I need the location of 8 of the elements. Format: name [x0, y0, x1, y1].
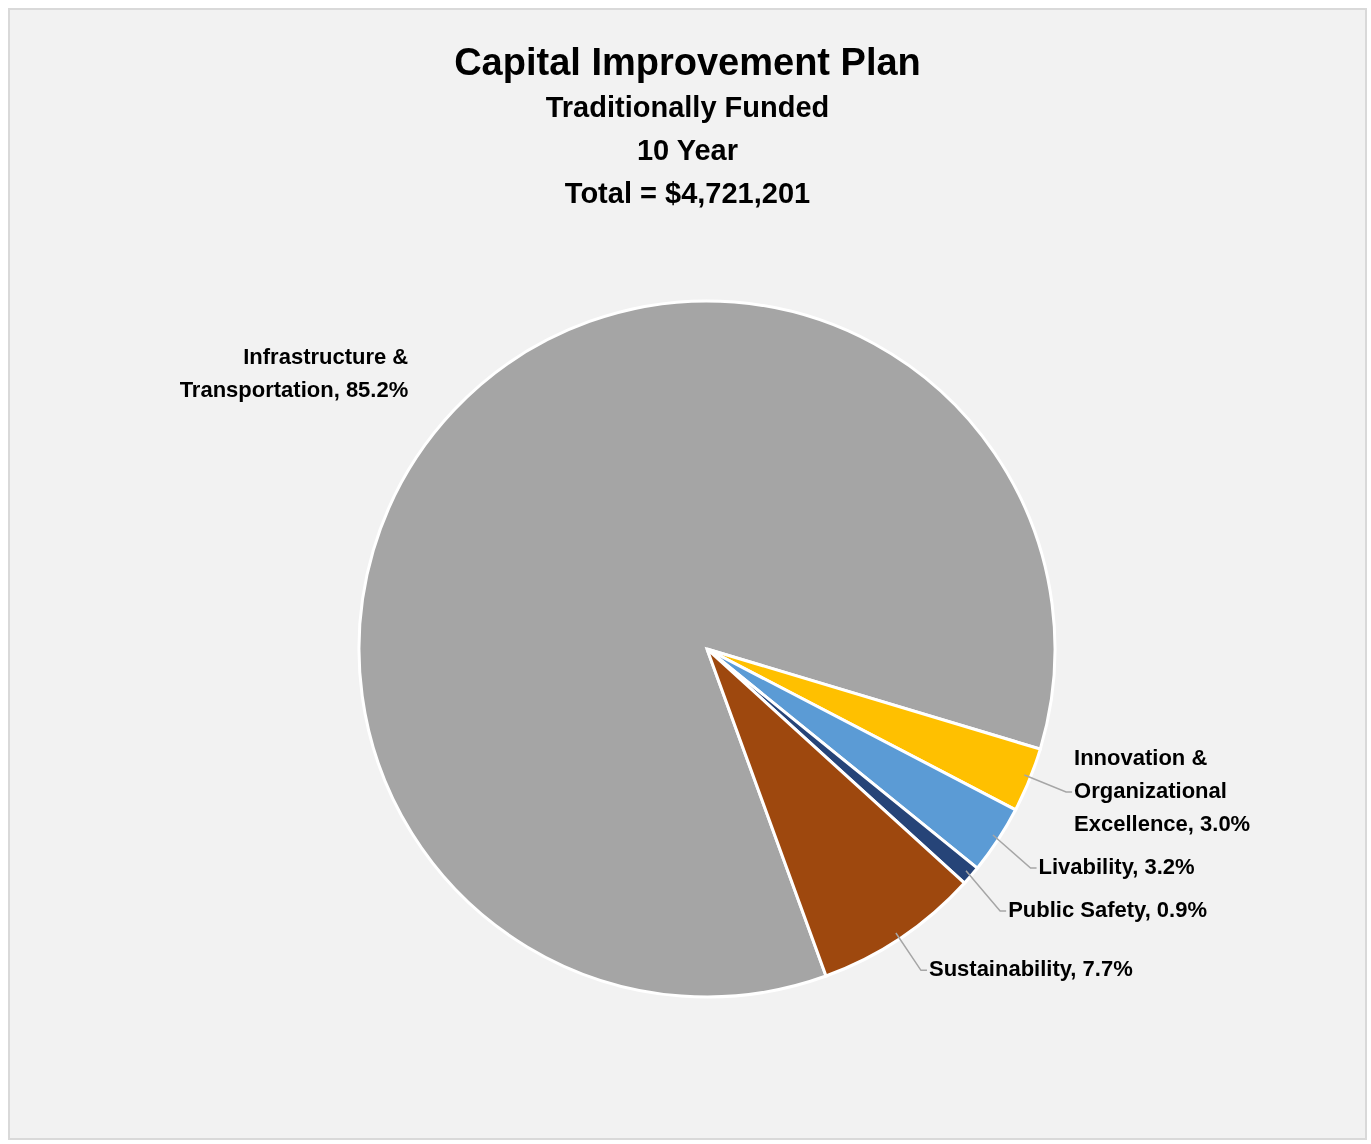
text: Total = $4,721,201	[563, 176, 812, 211]
slice-label: Livability, 3.2%	[1038, 853, 1195, 879]
slice-label: Public Safety, 0.9%	[1008, 896, 1208, 922]
chart-subtitle: Traditionally Funded 10 Year	[544, 90, 831, 168]
slice-label: Infrastructure & Transportation, 85.2%	[179, 343, 409, 402]
slice-label: Innovation & Organizational Excellence, 3.0%	[1074, 744, 1251, 836]
chart-title: Capital Improvement Plan	[453, 40, 922, 85]
slice-label: Sustainability, 7.7%	[928, 956, 1133, 982]
